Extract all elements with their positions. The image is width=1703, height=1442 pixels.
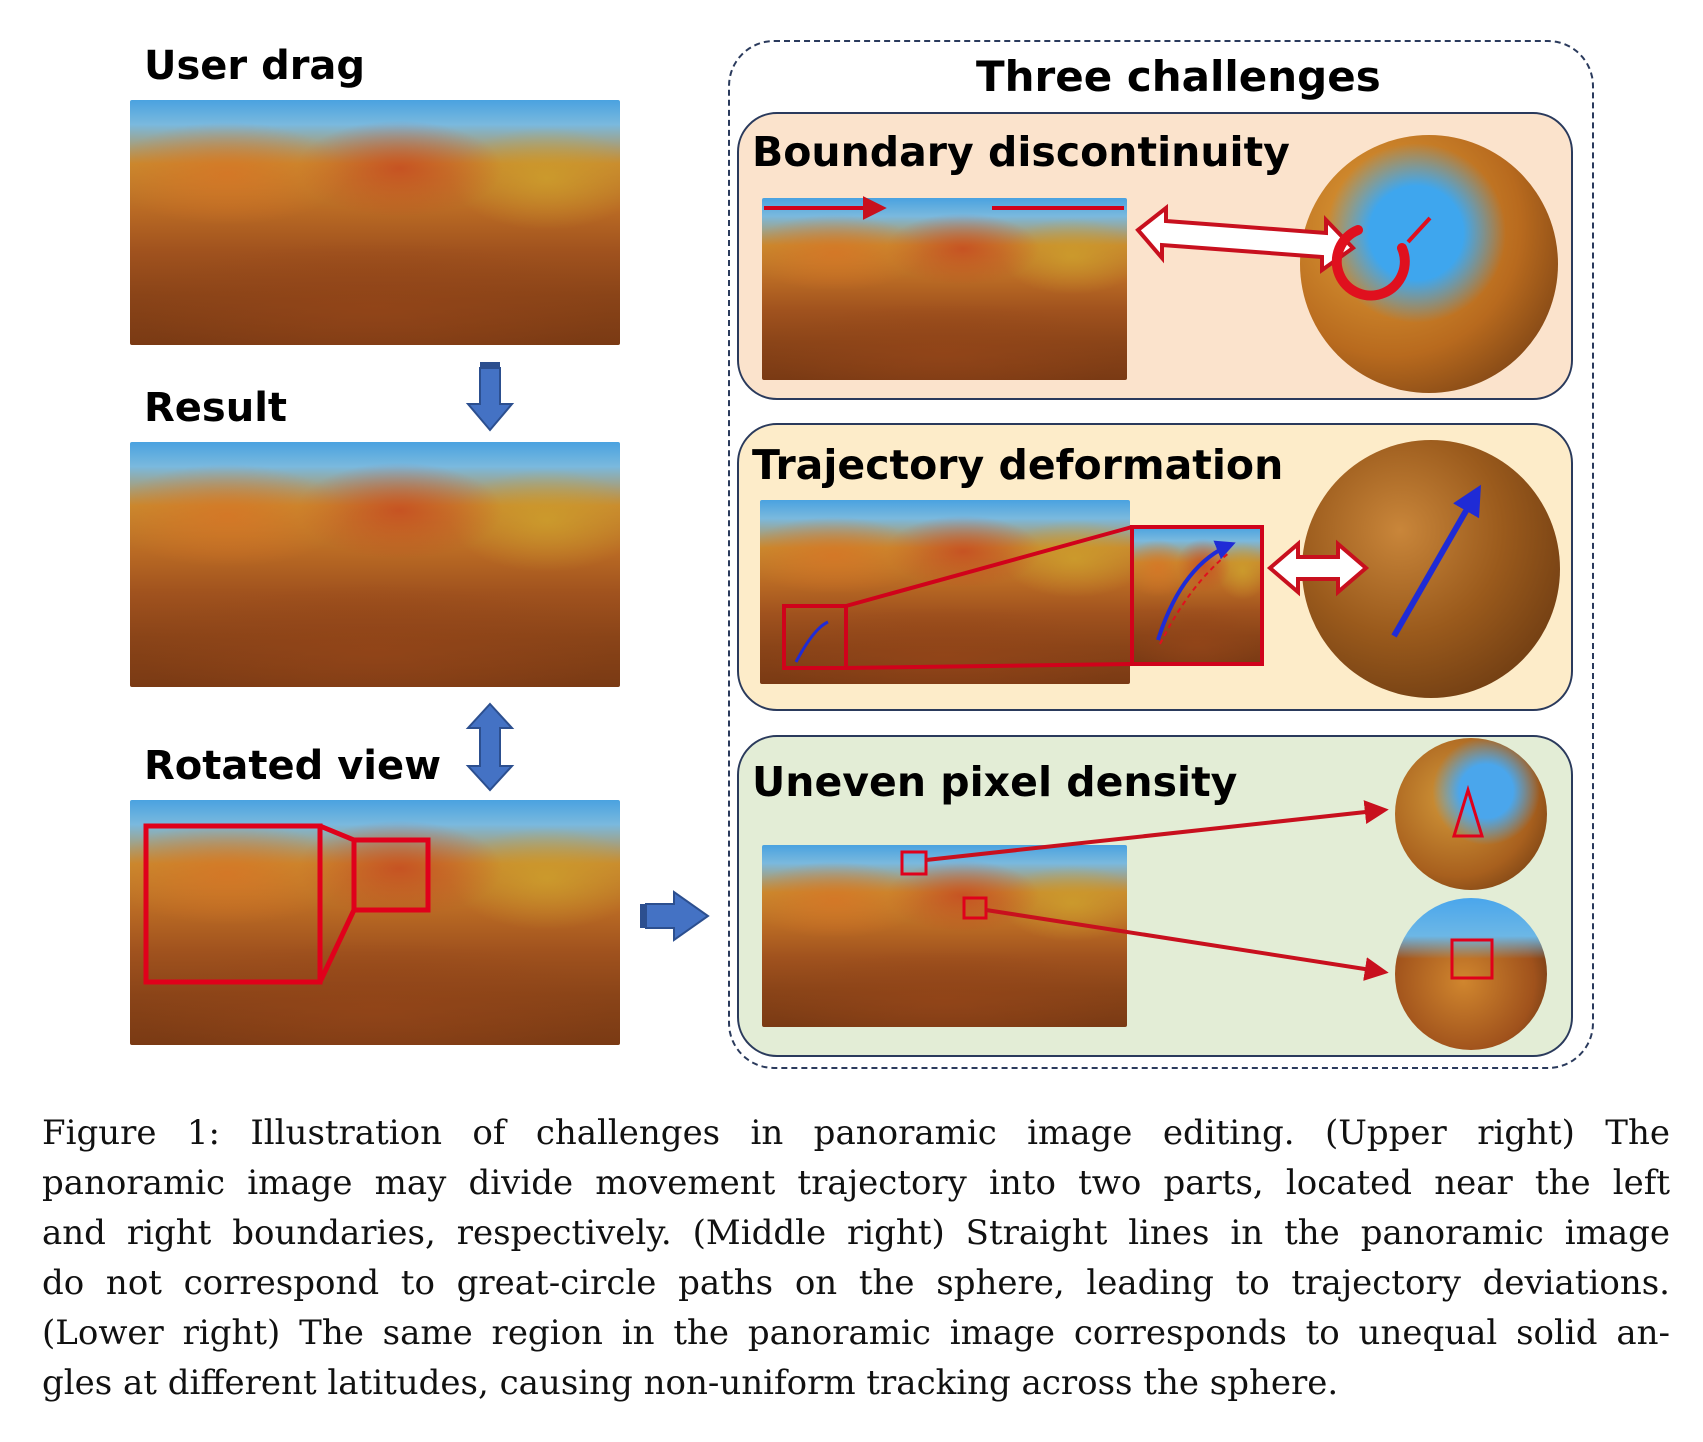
caption-line: (Lower right) The same region in the pan…: [42, 1313, 1670, 1353]
caption-line: do not correspond to great-circle paths …: [42, 1263, 1670, 1303]
double-vertical-arrow-icon: [465, 702, 515, 792]
caption-line: Figure 1: Illustration of challenges in …: [42, 1113, 1670, 1153]
density-label: Uneven pixel density: [752, 758, 1238, 806]
result-panorama: [130, 442, 620, 687]
user-drag-panorama: [130, 100, 620, 345]
density-panorama: [762, 845, 1127, 1027]
trajectory-panorama: [760, 500, 1130, 684]
down-arrow-icon: [465, 362, 515, 432]
rotated-view-panorama: [130, 800, 620, 1045]
boundary-panorama: [762, 198, 1127, 380]
right-arrow-icon: [640, 890, 710, 942]
boundary-sphere: [1300, 135, 1558, 393]
trajectory-sphere: [1302, 440, 1560, 698]
caption-line: gles at different latitudes, causing non…: [42, 1363, 1339, 1403]
density-sphere-bottom: [1395, 898, 1547, 1050]
boundary-label: Boundary discontinuity: [752, 128, 1290, 176]
figure-1: User drag Result Rotated view Three chal…: [130, 40, 1594, 1069]
caption-line: panoramic image may divide movement traj…: [42, 1163, 1670, 1203]
result-label: Result: [144, 385, 288, 431]
trajectory-zoom-inset: [1132, 527, 1262, 664]
caption-line: and right boundaries, respectively. (Mid…: [42, 1213, 1670, 1253]
figure-caption: Figure 1: Illustration of challenges in …: [42, 1108, 1670, 1408]
user-drag-label: User drag: [144, 43, 366, 89]
density-sphere-top: [1395, 738, 1547, 890]
challenges-title: Three challenges: [976, 52, 1381, 101]
trajectory-label: Trajectory deformation: [752, 441, 1284, 489]
rotated-view-label: Rotated view: [144, 743, 442, 789]
